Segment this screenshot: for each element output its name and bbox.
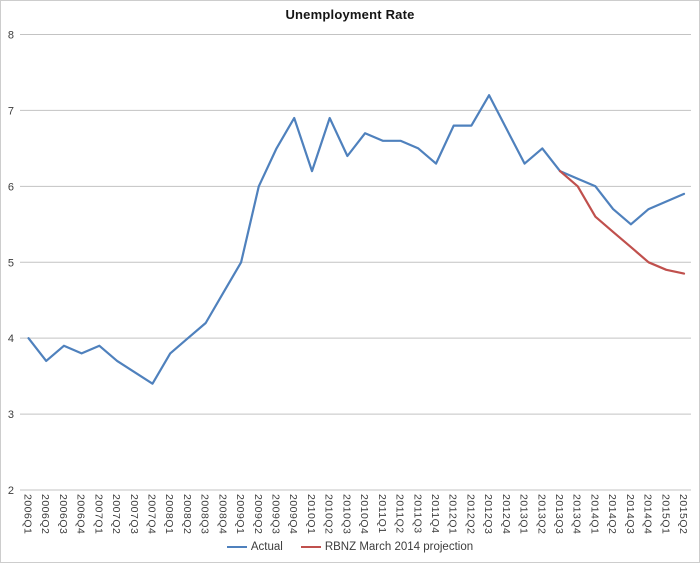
y-axis-tick-label: 4 — [8, 333, 14, 345]
x-axis-tick-label: 2009Q1 — [234, 494, 246, 534]
x-axis-tick-label: 2015Q1 — [659, 494, 671, 534]
y-axis-tick-label: 3 — [8, 409, 14, 421]
x-axis-tick-label: 2006Q2 — [39, 494, 51, 534]
y-axis-tick-label: 2 — [8, 485, 14, 497]
x-axis-tick-label: 2011Q3 — [411, 494, 423, 534]
y-axis-tick-label: 5 — [8, 257, 14, 269]
x-axis-tick-label: 2010Q1 — [305, 494, 317, 534]
x-axis-tick-label: 2013Q3 — [553, 494, 565, 534]
x-axis-tick-label: 2010Q4 — [358, 494, 370, 534]
x-axis-tick-label: 2012Q3 — [482, 494, 494, 534]
x-axis-tick-label: 2007Q1 — [92, 494, 104, 534]
x-axis-tick-label: 2010Q3 — [340, 494, 352, 534]
x-axis-tick-label: 2008Q3 — [199, 494, 211, 534]
legend-label-projection: RBNZ March 2014 projection — [324, 541, 474, 553]
x-axis-tick-label: 2013Q1 — [518, 494, 530, 534]
x-axis-tick-label: 2012Q1 — [447, 494, 459, 534]
x-axis-tick-label: 2014Q2 — [606, 494, 618, 534]
x-axis-tick-label: 2014Q3 — [624, 494, 636, 534]
series-line-1 — [558, 170, 686, 275]
x-axis-tick-label: 2007Q3 — [128, 494, 140, 534]
x-axis-tick-label: 2009Q2 — [252, 494, 264, 534]
x-axis-tick-label: 2007Q4 — [146, 494, 158, 534]
x-axis-tick-label: 2011Q2 — [394, 494, 406, 534]
series-line-0 — [27, 94, 686, 385]
x-axis-tick-label: 2010Q2 — [323, 494, 335, 534]
x-axis-tick-label: 2014Q1 — [588, 494, 600, 534]
x-axis-tick-label: 2013Q4 — [571, 494, 583, 534]
x-axis-tick-label: 2008Q4 — [216, 494, 228, 534]
x-axis-tick-label: 2006Q3 — [57, 494, 69, 534]
x-axis-tick-label: 2014Q4 — [642, 494, 654, 534]
legend-label-actual: Actual — [250, 541, 283, 553]
y-axis-tick-label: 7 — [8, 105, 14, 117]
legend-item-projection: RBNZ March 2014 projection — [300, 541, 474, 553]
x-axis-tick-label: 2012Q2 — [464, 494, 476, 534]
x-axis-tick-label: 2009Q3 — [270, 494, 282, 534]
legend-item-actual: Actual — [226, 541, 283, 553]
x-axis-tick-label: 2006Q4 — [75, 494, 87, 534]
legend-line-swatch-actual — [226, 545, 247, 549]
x-axis-tick-label: 2008Q2 — [181, 494, 193, 534]
y-axis-tick-label: 8 — [8, 30, 14, 42]
legend-line-swatch-projection — [300, 545, 321, 549]
x-axis-tick-label: 2015Q2 — [677, 494, 689, 534]
x-axis-tick-label: 2006Q1 — [22, 494, 34, 534]
x-axis-tick-label: 2011Q4 — [429, 494, 441, 534]
y-axis-tick-label: 6 — [8, 181, 14, 193]
x-axis-tick-label: 2012Q4 — [500, 494, 512, 534]
x-axis-tick-label: 2013Q2 — [535, 494, 547, 534]
x-axis-tick-label: 2008Q1 — [163, 494, 175, 534]
x-axis-tick-label: 2009Q4 — [287, 494, 299, 534]
x-axis-tick-label: 2011Q1 — [376, 494, 388, 534]
x-axis-tick-label: 2007Q2 — [110, 494, 122, 534]
chart-legend: Actual RBNZ March 2014 projection — [1, 541, 699, 553]
chart-title: Unemployment Rate — [285, 7, 415, 22]
